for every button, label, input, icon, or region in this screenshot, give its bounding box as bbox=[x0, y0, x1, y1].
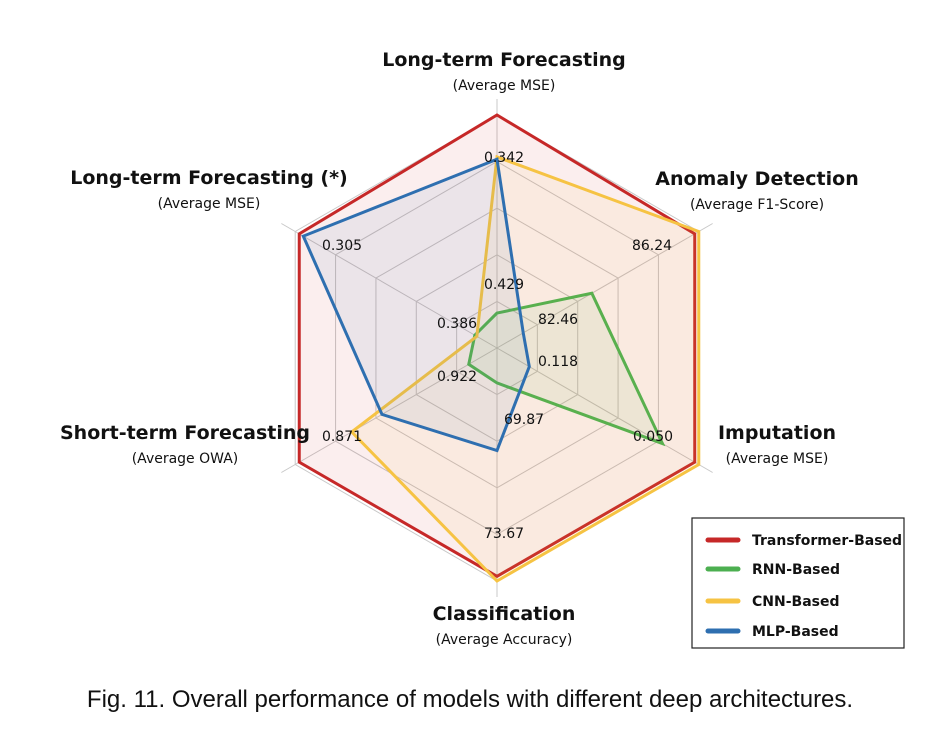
tick-label-inner: 69.87 bbox=[504, 412, 544, 428]
grid-spoke-6 bbox=[281, 223, 498, 349]
tick-label-inner: 0.429 bbox=[484, 277, 524, 293]
tick-label-outer: 0.871 bbox=[322, 429, 362, 445]
radar-chart: 0.342 0.429 86.24 82.46 0.050 0.118 73.67 69.87… bbox=[60, 49, 905, 649]
tick-label-outer: 0.050 bbox=[633, 429, 673, 445]
legend-label: Transformer-Based bbox=[752, 533, 902, 549]
series-rnn-based bbox=[467, 291, 666, 447]
figure-caption: Fig. 11. Overall performance of models w… bbox=[86, 686, 854, 713]
grid-spoke-3 bbox=[496, 347, 713, 473]
radar-tick-labels: 0.342 0.429 86.24 82.46 0.050 0.118 73.67 69.87… bbox=[322, 150, 673, 542]
axis-title: Anomaly Detection bbox=[655, 168, 858, 190]
tick-label-outer: 73.67 bbox=[484, 526, 524, 542]
radar-series bbox=[297, 113, 701, 583]
axis-subtitle: (Average F1-Score) bbox=[690, 197, 824, 213]
series-cnn-based bbox=[349, 154, 701, 583]
tick-label-outer: 0.342 bbox=[484, 150, 524, 166]
axis-subtitle: (Average MSE) bbox=[158, 196, 261, 212]
legend-label: CNN-Based bbox=[752, 594, 840, 610]
axis-title: Imputation bbox=[718, 422, 836, 444]
series-mlp-based bbox=[301, 157, 531, 453]
tick-label-inner: 82.46 bbox=[538, 312, 578, 328]
axis-title: Classification bbox=[433, 603, 576, 625]
tick-label-outer: 86.24 bbox=[632, 238, 672, 254]
axis-title: Long-term Forecasting (*) bbox=[70, 167, 347, 189]
legend-label: MLP-Based bbox=[752, 624, 839, 640]
tick-label-inner: 0.386 bbox=[437, 316, 477, 332]
grid-spoke-5 bbox=[281, 347, 498, 473]
axis-subtitle: (Average Accuracy) bbox=[436, 632, 573, 648]
axis-subtitle: (Average MSE) bbox=[726, 451, 829, 467]
legend: Transformer-Based RNN-Based CNN-Based MLP-B… bbox=[691, 517, 905, 649]
tick-label-outer: 0.305 bbox=[322, 238, 362, 254]
tick-label-inner: 0.922 bbox=[437, 369, 477, 385]
axis-title: Short-term Forecasting bbox=[60, 422, 310, 444]
axis-subtitle: (Average MSE) bbox=[453, 78, 556, 94]
axis-title: Long-term Forecasting bbox=[382, 49, 626, 71]
grid-spoke-2 bbox=[496, 223, 713, 349]
legend-label: RNN-Based bbox=[752, 562, 840, 578]
radar-axis-titles: Long-term Forecasting (Average MSE) Anomal… bbox=[60, 49, 859, 648]
tick-label-inner: 0.118 bbox=[538, 354, 578, 370]
series-transformer-based bbox=[297, 113, 697, 579]
axis-subtitle: (Average OWA) bbox=[132, 451, 239, 467]
